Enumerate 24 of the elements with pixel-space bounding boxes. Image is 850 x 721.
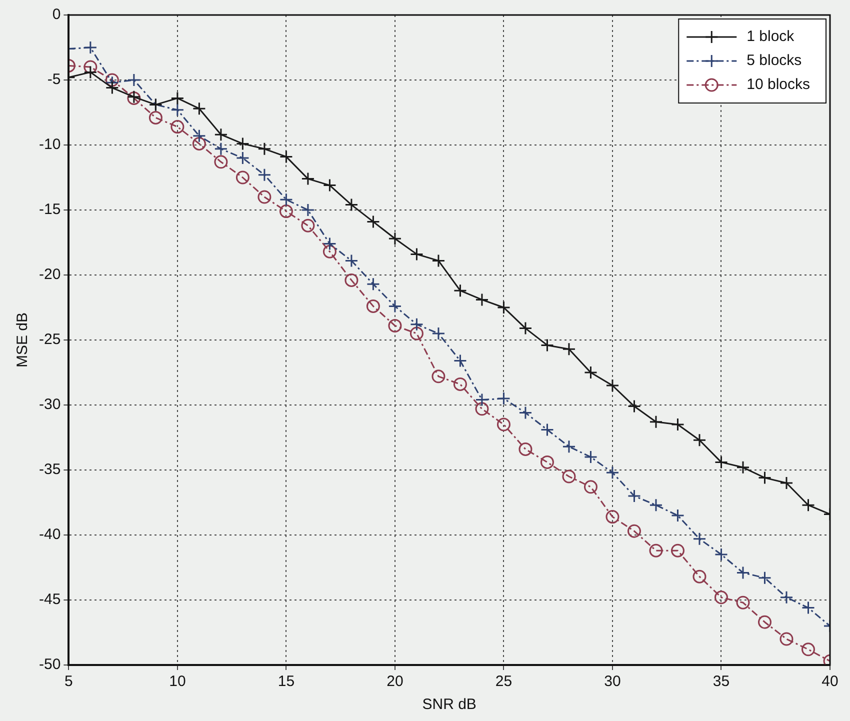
x-tick-label: 15 <box>278 673 295 690</box>
y-axis-title: MSE dB <box>14 312 32 368</box>
x-tick-label: 35 <box>712 673 730 690</box>
x-tick-label: 20 <box>386 673 404 690</box>
y-tick-label: -50 <box>38 656 61 674</box>
y-tick-label: -20 <box>38 266 61 284</box>
x-tick-label: 40 <box>822 673 838 690</box>
y-tick-label: -45 <box>38 591 61 608</box>
legend-label: 5 blocks <box>746 52 802 70</box>
y-tick-label: 0 <box>52 6 61 24</box>
y-tick-label: -35 <box>38 461 61 478</box>
x-tick-label: 5 <box>64 673 73 690</box>
y-tick-label: -10 <box>38 136 61 154</box>
y-tick-label: -30 <box>38 396 61 414</box>
legend-label: 1 block <box>746 28 795 46</box>
x-tick-label: 25 <box>495 673 512 690</box>
y-tick-label: -40 <box>38 526 61 544</box>
x-tick-label: 30 <box>604 673 621 690</box>
x-axis-title: SNR dB <box>422 696 476 714</box>
y-tick-label: -5 <box>47 71 61 88</box>
y-tick-label: -15 <box>38 201 61 218</box>
legend-label: 10 blocks <box>746 76 810 94</box>
x-tick-label: 10 <box>169 673 186 690</box>
y-tick-label: -25 <box>38 331 61 348</box>
